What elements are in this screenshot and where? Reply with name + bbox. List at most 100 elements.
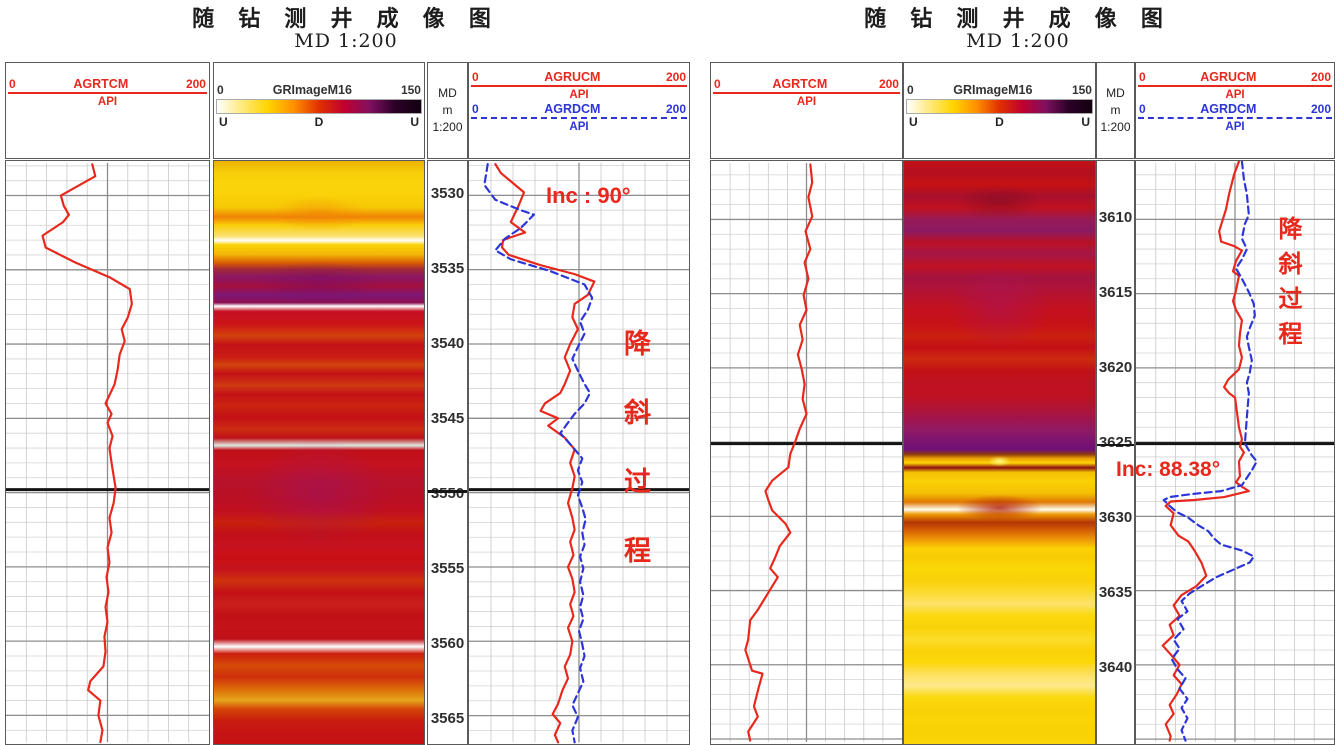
down-curve-style-line (1138, 117, 1332, 119)
panel-title: 随 钻 测 井 成 像 图 (192, 6, 500, 31)
gr-scale-row: 0 AGRTCM 200 (711, 77, 902, 91)
image-track-header: 0 GRImageM16 150 U D U (903, 62, 1096, 159)
up-unit: API (569, 89, 589, 101)
orientation-down: D (995, 115, 1004, 129)
depth-label: 3540 (430, 335, 465, 352)
process-annotation: 降斜过程 (1274, 216, 1301, 356)
colorbar (216, 99, 422, 114)
updown-track-header: 0 AGRUCM 200 API 0 AGRDCM 200 API (1135, 62, 1335, 159)
up-curve-name: AGRUCM (544, 70, 601, 84)
up-scale-min: 0 (1139, 70, 1146, 84)
image-scale-min: 0 (217, 83, 224, 97)
image-orientation-row: U D U (904, 115, 1095, 129)
colorbar (906, 99, 1093, 114)
agrdcm-curve (1162, 161, 1258, 742)
depth-label: 3620 (1098, 359, 1133, 376)
depth-label: 3555 (430, 560, 465, 577)
image-track-header: 0 GRImageM16 150 U D U (213, 62, 425, 159)
depth-header-md: MD (1106, 86, 1125, 100)
depth-label: 3625 (1098, 434, 1133, 451)
depth-marker-line (428, 490, 467, 493)
depth-label: 3550 (430, 485, 465, 502)
orientation-up-left: U (909, 115, 918, 129)
depth-header-unit: m (1110, 103, 1121, 117)
agrucm-curve (494, 163, 596, 744)
image-name: GRImageM16 (272, 83, 352, 97)
depth-label: 3565 (430, 710, 465, 727)
depth-label: 3535 (430, 260, 465, 277)
image-scale-max: 150 (1071, 83, 1092, 97)
gr-curve-style-line (713, 92, 900, 94)
down-curve-style-line (471, 117, 687, 119)
image-scale-row: 0 GRImageM16 150 (904, 83, 1095, 97)
down-scale-min: 0 (472, 102, 479, 116)
gr-image-track (213, 160, 425, 745)
gr-scale-max: 200 (185, 77, 206, 91)
up-scale-row: 0 AGRUCM 200 (469, 70, 689, 84)
process-annotation: 降斜过程 (620, 329, 650, 605)
image-orientation-row: U D U (214, 115, 424, 129)
up-scale-min: 0 (472, 70, 479, 84)
down-unit: API (1225, 121, 1245, 133)
orientation-up-right: U (1081, 115, 1090, 129)
orientation-up-left: U (219, 115, 228, 129)
up-scale-max: 200 (1310, 70, 1331, 84)
agrucm-curve (1161, 161, 1250, 742)
depth-track-header: MD m 1:200 (427, 62, 468, 159)
updown-track-header: 0 AGRUCM 200 API 0 AGRDCM 200 API (468, 62, 690, 159)
gr-track-header: 0 AGRTCM 200 API (5, 62, 210, 159)
agrtcm-curve (744, 163, 814, 742)
depth-header-unit: m (442, 103, 453, 117)
up-scale-max: 200 (665, 70, 686, 84)
agrdcm-curve (483, 163, 594, 744)
gr-scale-min: 0 (714, 77, 721, 91)
orientation-down: D (314, 115, 324, 129)
gr-track-header: 0 AGRTCM 200 API (710, 62, 903, 159)
up-curve-style-line (471, 85, 687, 87)
inclination-annotation: Inc : 90° (546, 183, 631, 208)
updown-curve-track (468, 160, 690, 745)
depth-label: 3635 (1098, 584, 1133, 601)
image-name: GRImageM16 (953, 83, 1033, 97)
depth-label: 3610 (1098, 209, 1133, 226)
gr-curve-track (5, 160, 210, 745)
depth-label: 3640 (1098, 659, 1133, 676)
down-unit: API (569, 121, 589, 133)
depth-track: 3530 3535 3540 3545 3550 3555 3560 3565 (427, 160, 468, 745)
depth-track-header: MD m 1:200 (1096, 62, 1135, 159)
gr-scale-max: 200 (878, 77, 899, 91)
down-curve-name: AGRDCM (544, 102, 601, 116)
down-scale-row: 0 AGRDCM 200 (469, 102, 689, 116)
down-scale-min: 0 (1139, 102, 1146, 116)
depth-label: 3545 (430, 410, 465, 427)
depth-label: 3560 (430, 635, 465, 652)
down-curve-name: AGRDCM (1200, 102, 1257, 116)
depth-header-scale: 1:200 (1100, 120, 1131, 134)
panel-scale-label: MD 1:200 (966, 30, 1070, 52)
gr-curve-track (710, 160, 903, 745)
depth-marker-line (1097, 443, 1134, 446)
gr-curve-name: AGRTCM (73, 77, 129, 91)
depth-track: 3610 3615 3620 3625 3630 3635 3640 (1096, 160, 1135, 745)
image-scale-min: 0 (907, 83, 914, 97)
gr-curve-name: AGRTCM (772, 77, 828, 91)
depth-header-md: MD (438, 86, 457, 100)
gr-scale-row: 0 AGRTCM 200 (6, 77, 209, 91)
depth-header-scale: 1:200 (432, 120, 463, 134)
up-curve-name: AGRUCM (1200, 70, 1257, 84)
depth-label: 3630 (1098, 509, 1133, 526)
down-scale-row: 0 AGRDCM 200 (1136, 102, 1334, 116)
up-scale-row: 0 AGRUCM 200 (1136, 70, 1334, 84)
panel-title: 随 钻 测 井 成 像 图 (864, 6, 1172, 31)
updown-curve-track (1135, 160, 1335, 745)
gr-scale-min: 0 (9, 77, 16, 91)
gr-unit: API (796, 96, 817, 108)
inclination-annotation: Inc: 88.38° (1116, 458, 1221, 481)
up-curve-style-line (1138, 85, 1332, 87)
agrtcm-curve (41, 163, 133, 744)
image-scale-row: 0 GRImageM16 150 (214, 83, 424, 97)
gr-image-track (903, 160, 1096, 745)
orientation-up-right: U (410, 115, 419, 129)
gr-unit: API (97, 96, 118, 108)
